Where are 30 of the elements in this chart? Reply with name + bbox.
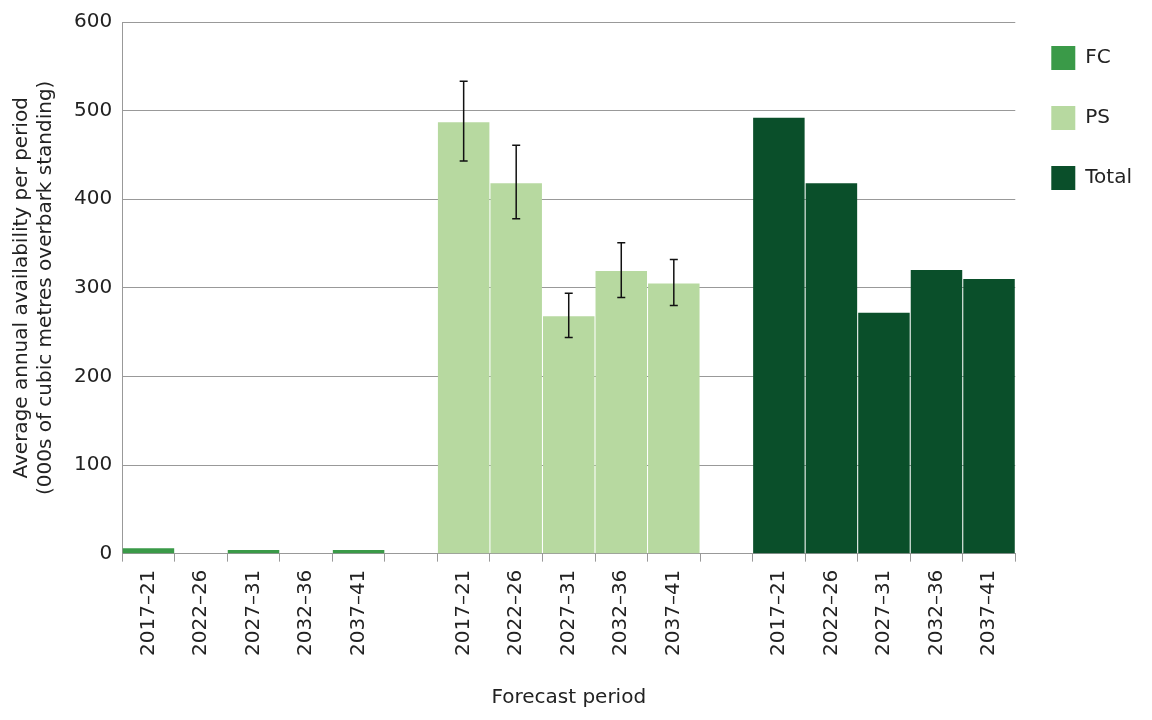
x-tick-label: 2032–36 <box>292 569 317 657</box>
y-tick-label: 500 <box>73 96 113 121</box>
y-tick-label: 400 <box>73 185 113 210</box>
x-tick-label: 2027–31 <box>870 569 895 657</box>
bar <box>332 550 385 554</box>
bar <box>122 548 175 554</box>
x-tick-label: 2017–21 <box>765 569 790 657</box>
legend-label: Total <box>1084 164 1133 189</box>
x-tick-label: 2037–41 <box>660 569 685 657</box>
y-tick-label: 200 <box>73 362 113 387</box>
x-tick-label: 2017–21 <box>134 569 159 657</box>
x-tick-label: 2032–36 <box>607 569 632 657</box>
legend-label: FC <box>1085 44 1111 69</box>
y-tick-label: 600 <box>73 8 113 33</box>
x-tick-label: 2037–41 <box>344 569 369 657</box>
y-tick-label: 300 <box>73 274 113 299</box>
x-tick-label: 2017–21 <box>449 569 474 657</box>
x-tick-label: 2027–31 <box>554 569 579 657</box>
x-tick-label: 2027–31 <box>239 569 264 657</box>
y-tick-label: 0 <box>99 539 113 564</box>
x-axis-title: Forecast period <box>491 684 647 709</box>
y-axis-title: Average annual availability per period (000s of cubic metres overbark standing) <box>8 80 57 496</box>
x-tick-label: 2022–26 <box>187 569 212 657</box>
y-tick-label: 100 <box>73 451 113 476</box>
x-tick-label: 2022–26 <box>502 569 527 657</box>
x-tick-label: 2022–26 <box>817 569 842 657</box>
legend-label: PS <box>1085 104 1111 129</box>
x-tick-label: 2037–41 <box>975 569 1000 657</box>
bar <box>227 550 280 554</box>
x-tick-label: 2032–36 <box>922 569 947 657</box>
